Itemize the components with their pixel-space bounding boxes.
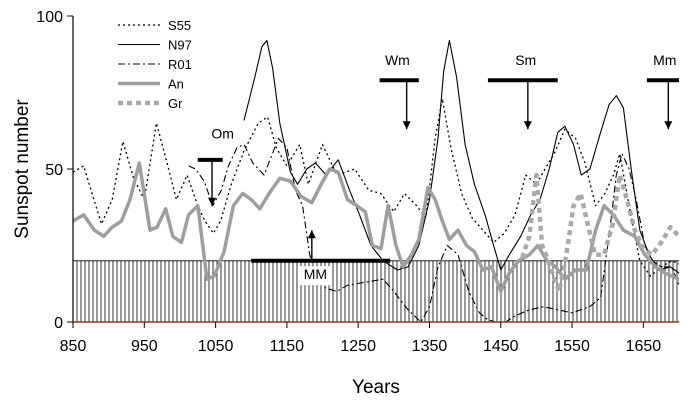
- minimum-arrowhead-wm: [402, 121, 411, 130]
- x-tick-label: 850: [60, 338, 87, 355]
- y-tick-label: 100: [36, 9, 63, 26]
- x-tick-label: 1550: [554, 338, 590, 355]
- minimum-arrowhead-sm: [523, 121, 532, 130]
- series-line-n97: [243, 39, 679, 274]
- x-tick-label: 1350: [412, 338, 448, 355]
- minimum-arrowhead-om: [208, 197, 217, 206]
- series-line-r01: [188, 137, 679, 322]
- minimum-label-sm: Sm: [515, 52, 536, 68]
- minimum-label-bg-mm: [298, 266, 333, 286]
- y-tick-label: 0: [54, 315, 63, 332]
- legend-label-s55: S55: [168, 18, 191, 33]
- minimum-label-wm: Wm: [385, 52, 410, 68]
- x-tick-label: 1050: [198, 338, 234, 355]
- x-tick-label: 1450: [483, 338, 519, 355]
- legend-label-n97: N97: [168, 38, 192, 53]
- minimum-arrowhead-mm: [664, 121, 673, 130]
- series-line-s55: [73, 97, 679, 277]
- x-tick-label: 1150: [270, 338, 305, 355]
- y-tick-label: 50: [45, 162, 63, 179]
- legend-label-gr: Gr: [168, 96, 183, 111]
- x-tick-label: 1250: [340, 338, 376, 355]
- x-tick-label: 950: [131, 338, 158, 355]
- legend-label-r01: R01: [168, 57, 192, 72]
- minimum-label-mm: MM: [304, 266, 327, 282]
- y-axis-title: Sunspot number: [12, 99, 33, 239]
- x-axis-title: Years: [352, 377, 400, 398]
- minimum-arrowhead-mm: [307, 230, 316, 239]
- legend-label-an: An: [168, 77, 184, 92]
- series-line-gr: [520, 172, 679, 294]
- minimum-label-om: Om: [211, 125, 234, 141]
- minimum-label-mm: Mm: [653, 52, 676, 68]
- x-tick-label: 1650: [626, 338, 662, 355]
